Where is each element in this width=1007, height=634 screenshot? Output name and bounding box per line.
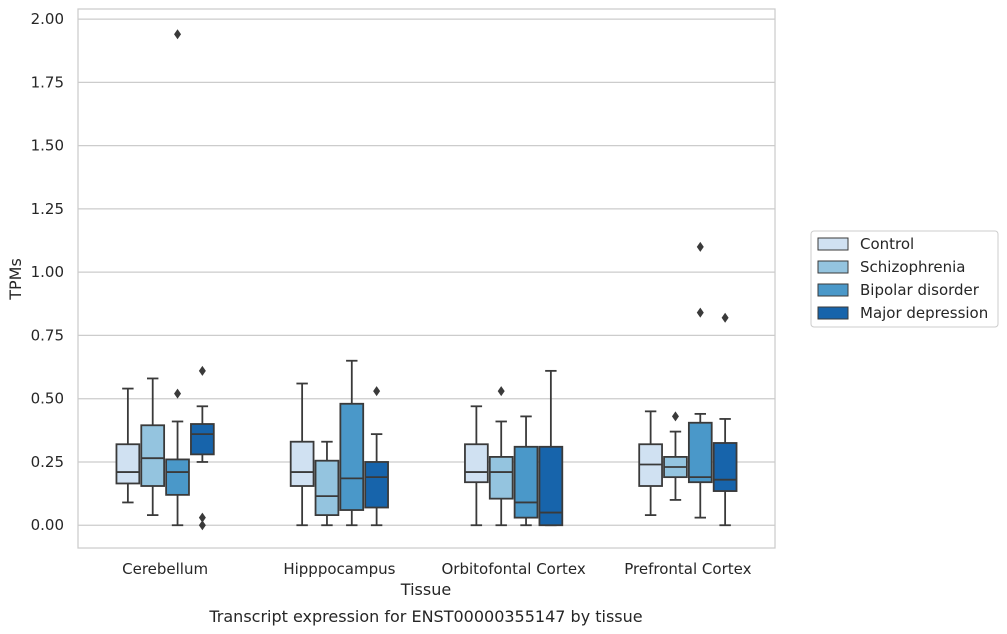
box-iqr	[687, 421, 713, 484]
outlier-point	[198, 365, 206, 376]
outlier-point	[721, 312, 729, 323]
outlier-point	[198, 512, 206, 523]
box-iqr	[488, 456, 514, 500]
y-tick-label: 1.00	[31, 263, 64, 281]
legend-frame	[810, 230, 999, 328]
y-tick-label: 0.00	[31, 516, 64, 534]
box-1-1	[314, 440, 340, 527]
box-1-0	[140, 377, 166, 517]
box-0-3	[638, 410, 663, 517]
box-iqr	[289, 440, 315, 487]
box-iqr	[464, 443, 489, 484]
legend-label: Schizophrenia	[860, 258, 965, 276]
box-iqr	[513, 445, 539, 519]
outlier-point	[174, 388, 182, 399]
box-1-3	[663, 411, 688, 501]
box-2-0	[165, 29, 190, 527]
legend-swatch	[817, 283, 849, 297]
box-iqr	[712, 442, 738, 492]
legend-swatch	[817, 306, 849, 320]
legend-label: Control	[860, 235, 914, 253]
outlier-point	[198, 520, 206, 531]
box-0-1	[289, 382, 315, 527]
box-iqr	[339, 402, 365, 511]
box-iqr	[538, 445, 564, 527]
x-axis-title: Tissue	[400, 580, 451, 599]
x-tick-label: Hipppocampus	[283, 560, 395, 578]
outlier-point	[373, 386, 381, 397]
x-axis-ticks: Cerebellum Hipppocampus Orbitofontal Corte…	[122, 560, 751, 578]
outlier-point	[696, 307, 704, 318]
box-3-1	[364, 386, 389, 527]
box-iqr	[364, 461, 389, 509]
box-3-3	[712, 312, 738, 527]
y-tick-label: 0.75	[31, 326, 64, 344]
box-3-2	[538, 369, 564, 527]
y-tick-label: 0.50	[31, 390, 64, 408]
box-iqr	[140, 424, 166, 487]
box-iqr	[115, 443, 141, 485]
plot-area-frame	[77, 8, 776, 549]
outlier-point	[174, 29, 182, 40]
legend-label: Bipolar disorder	[860, 281, 980, 299]
box-0-2	[464, 405, 489, 527]
y-tick-label: 1.50	[31, 137, 64, 155]
box-iqr	[314, 459, 340, 517]
y-axis-title: TPMs	[6, 258, 25, 301]
chart-caption: Transcript expression for ENST0000035514…	[208, 607, 642, 626]
box-3-0	[190, 365, 215, 531]
outlier-point	[671, 411, 679, 422]
x-tick-label: Prefrontal Cortex	[624, 560, 751, 578]
box-2-3	[687, 241, 713, 519]
box-2-1	[339, 359, 365, 527]
y-axis-ticks: 0.00 0.25 0.50 0.75 1.00 1.25 1.50 1.75 2.00	[31, 10, 64, 534]
y-tick-label: 2.00	[31, 10, 64, 28]
box-1-2	[488, 386, 514, 527]
outlier-point	[497, 386, 505, 397]
y-tick-label: 1.75	[31, 73, 64, 91]
outlier-point	[696, 241, 704, 252]
box-series	[115, 29, 738, 531]
y-tick-label: 1.25	[31, 200, 64, 218]
box-2-2	[513, 415, 539, 527]
legend-swatch	[817, 260, 849, 274]
box-iqr	[165, 458, 190, 496]
x-tick-label: Cerebellum	[122, 560, 208, 578]
grid-lines	[78, 18, 775, 526]
legend-swatch	[817, 237, 849, 251]
legend: Control Schizophrenia Bipolar disorder Majo…	[810, 230, 999, 328]
box-0-0	[115, 387, 141, 504]
y-tick-label: 0.25	[31, 453, 64, 471]
x-tick-label: Orbitofontal Cortex	[442, 560, 586, 578]
legend-label: Major depression	[860, 304, 988, 322]
box-iqr	[190, 423, 215, 456]
